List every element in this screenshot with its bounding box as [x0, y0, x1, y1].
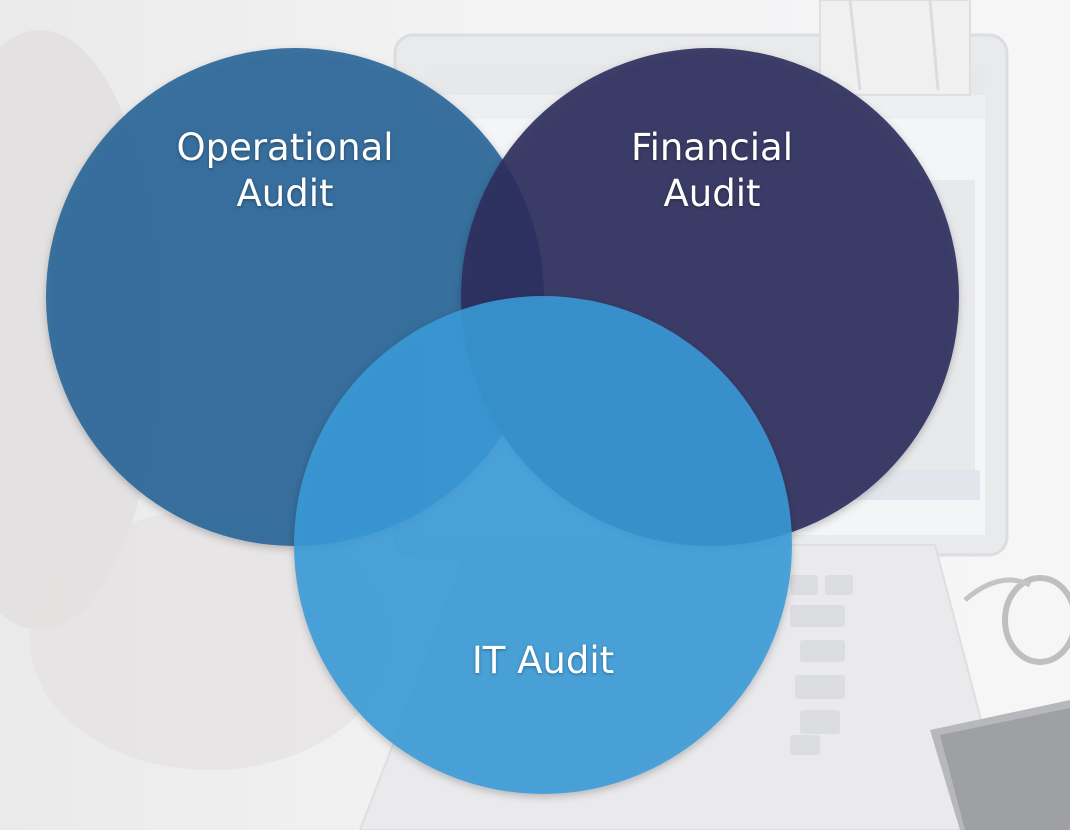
operational-audit-label-line-2: Audit [236, 172, 334, 215]
operational-audit-label: Operational Audit [170, 125, 400, 217]
financial-audit-label-line-1: Financial [630, 126, 794, 169]
financial-audit-label: Financial Audit [597, 125, 827, 217]
financial-audit-label-line-2: Audit [663, 172, 761, 215]
it-audit-circle [294, 296, 792, 794]
it-audit-label-line-1: IT Audit [471, 639, 615, 682]
it-audit-label: IT Audit [428, 638, 658, 684]
operational-audit-label-line-1: Operational [176, 126, 394, 169]
